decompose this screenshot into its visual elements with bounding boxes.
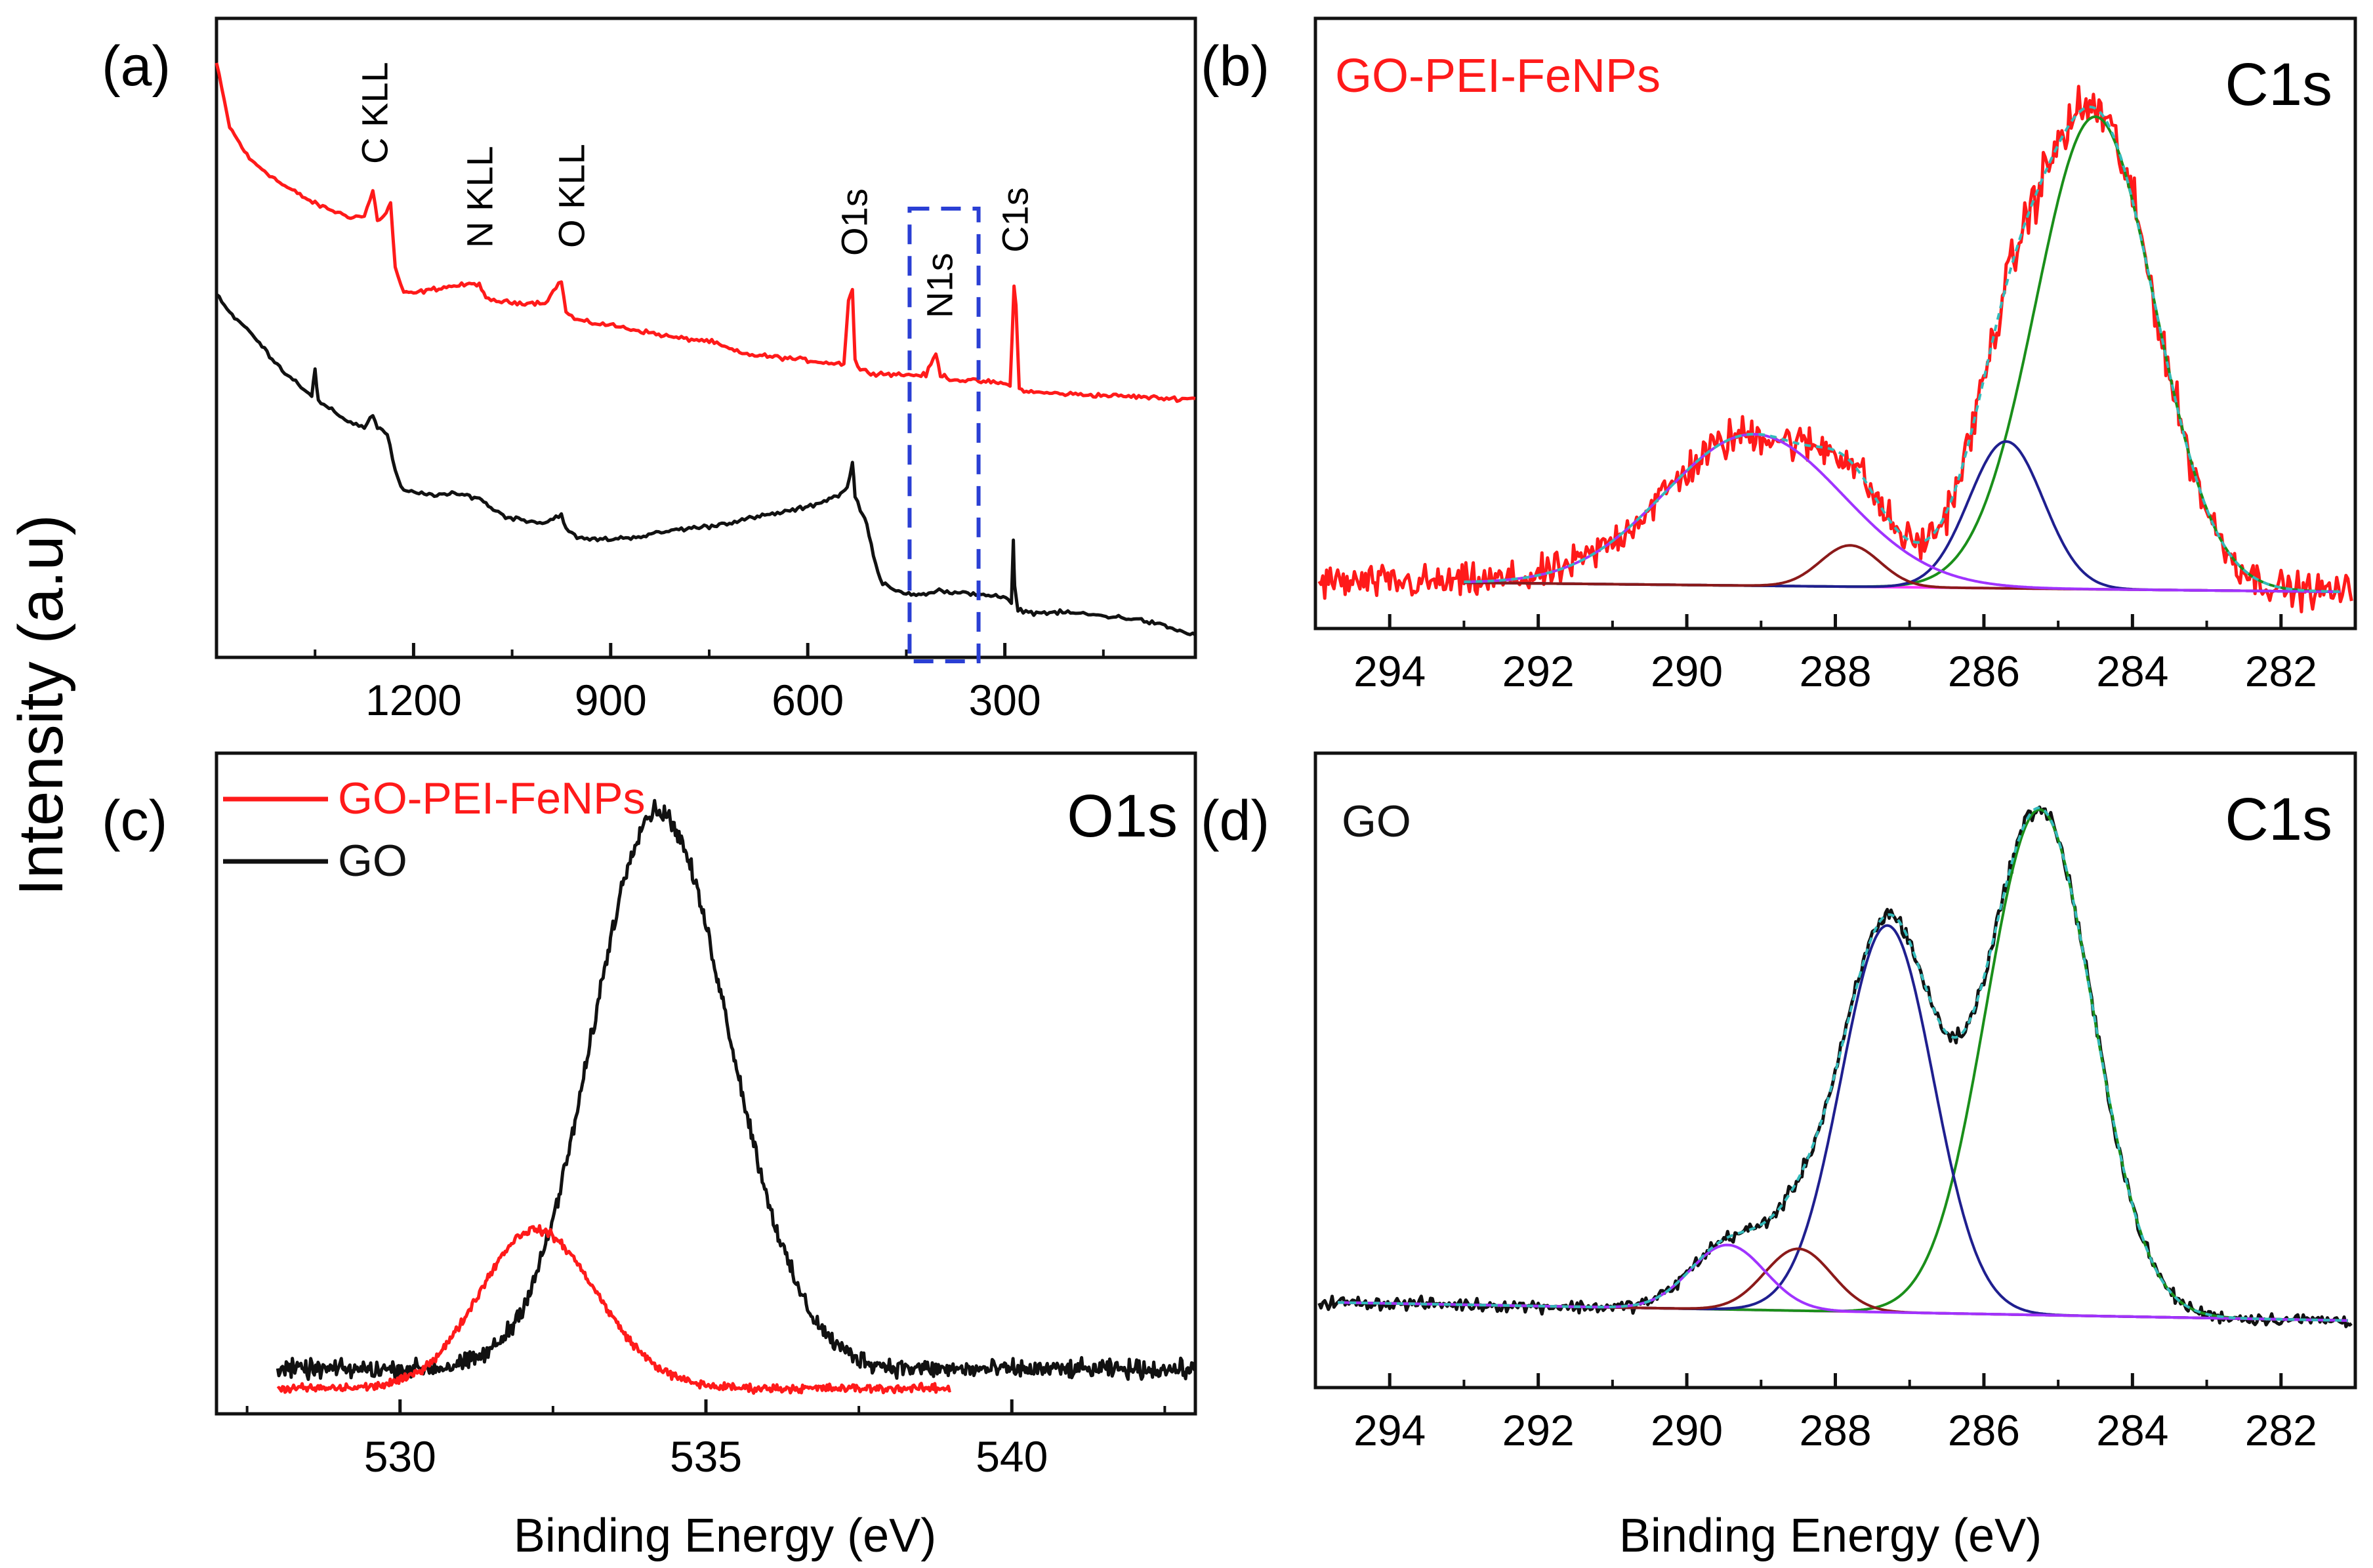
x-tick-label: 900: [575, 676, 647, 724]
x-tick-label: 540: [976, 1432, 1048, 1481]
o1s-series-go-pei-fenps: [276, 1224, 952, 1395]
x-tick-label: 290: [1651, 1406, 1723, 1455]
panel-d-sample-label: GO: [1342, 796, 1411, 846]
panel-a-frame: [215, 16, 1197, 659]
peak-annotation: C1s: [995, 187, 1036, 253]
legend-label: GO-PEI-FeNPs: [338, 774, 646, 823]
panel-d-title: C1s: [2225, 786, 2332, 853]
x-tick-label: 292: [1502, 647, 1575, 695]
x-tick-label: 282: [2245, 647, 2317, 695]
peak-annotation: O KLL: [551, 144, 592, 248]
panel-b-label: (b): [1201, 35, 1269, 98]
panel-d-c1s-go: 294 292 290 288 286 284 282: [1313, 751, 2357, 1455]
x-tick-label: 294: [1353, 1406, 1426, 1455]
x-tick-label: 286: [1948, 1406, 2020, 1455]
fit-component-1: [1464, 115, 2341, 593]
peak-annotation: C KLL: [354, 62, 395, 164]
measured-spectrum: [1317, 85, 2353, 613]
panel-c-x-axis-label: Binding Energy (eV): [514, 1510, 936, 1562]
x-tick-label: 284: [2096, 1406, 2168, 1455]
o1s-series-go: [276, 798, 1197, 1382]
x-tick-label: 292: [1502, 1406, 1575, 1455]
panel-b-frame: [1313, 16, 2357, 630]
panel-c-legend: GO-PEI-FeNPs GO: [223, 774, 646, 886]
panel-d-x-axis-label: Binding Energy (eV): [1619, 1510, 2042, 1562]
y-axis-label: Intensity (a.u): [6, 514, 76, 896]
x-tick-label: 535: [670, 1432, 742, 1481]
x-tick-label: 290: [1651, 647, 1723, 695]
x-tick-label: 600: [772, 676, 844, 724]
peak-annotation: O1s: [833, 188, 875, 256]
panel-b-c1s-go-pei-fenps: 294 292 290 288 286 284 282: [1313, 16, 2357, 695]
x-tick-label: 284: [2096, 647, 2168, 695]
panel-d-label: (d): [1201, 789, 1269, 852]
x-tick-label: 1200: [365, 676, 462, 724]
x-tick-label: 288: [1799, 1406, 1871, 1455]
peak-annotation: N KLL: [459, 146, 501, 248]
survey-series-go: [215, 293, 1197, 636]
panel-a-label: (a): [102, 35, 171, 98]
x-tick-label: 530: [364, 1432, 436, 1481]
peak-annotation: N1s: [918, 253, 960, 318]
survey-series-go-pei-fenps: [215, 62, 1196, 403]
x-tick-label: 282: [2245, 1406, 2317, 1455]
n1s-highlight-box: [907, 207, 981, 663]
x-tick-label: 288: [1799, 647, 1871, 695]
fit-envelope: [1338, 806, 2348, 1322]
fit-envelope: [1464, 105, 2341, 593]
panel-c-o1s: 530 535 540 GO-PEI-FeNPs GO: [215, 751, 1197, 1481]
measured-spectrum: [1317, 805, 2353, 1329]
panel-c-title: O1s: [1067, 783, 1178, 850]
panel-b-title: C1s: [2225, 51, 2332, 118]
panel-a-survey-spectrum: 1200 900 600 300 C KLL N KLL O KLL O1s N1s C1s: [215, 16, 1197, 724]
panel-c-label: (c): [102, 789, 167, 852]
x-tick-label: 300: [969, 676, 1041, 724]
panel-b-sample-label: GO-PEI-FeNPs: [1335, 50, 1661, 102]
fit-component-4: [1338, 1243, 2348, 1322]
x-tick-label: 294: [1353, 647, 1426, 695]
x-tick-label: 286: [1948, 647, 2020, 695]
fit-component-2: [1338, 924, 2348, 1322]
legend-label: GO: [338, 836, 407, 886]
